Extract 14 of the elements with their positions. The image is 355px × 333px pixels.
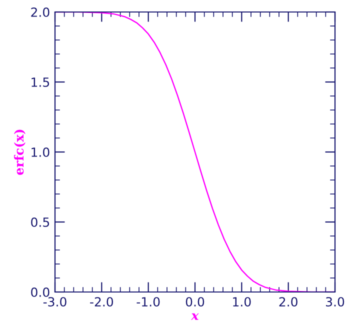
x-tick-label: 3.0 <box>326 297 344 307</box>
x-tick-label: 0.0 <box>186 297 204 307</box>
x-tick-label: -2.0 <box>90 297 114 307</box>
x-axis-title: x <box>191 313 199 320</box>
y-tick-label: 0.5 <box>31 217 50 227</box>
x-tick-label: -3.0 <box>43 297 66 307</box>
x-tick-label: -1.0 <box>136 297 160 307</box>
y-axis-title: erfc(x) <box>14 130 26 175</box>
y-tick-label: 2.0 <box>31 7 50 17</box>
x-tick-label: 1.0 <box>233 297 251 307</box>
x-tick-label: 2.0 <box>279 297 298 307</box>
y-tick-label: 1.0 <box>32 147 50 157</box>
y-tick-label: 0.0 <box>31 287 50 297</box>
y-tick-label: 1.5 <box>32 78 50 87</box>
